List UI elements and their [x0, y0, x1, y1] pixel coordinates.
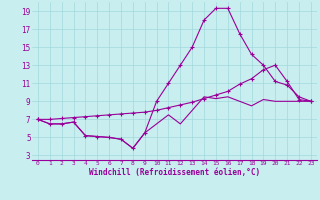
- X-axis label: Windchill (Refroidissement éolien,°C): Windchill (Refroidissement éolien,°C): [89, 168, 260, 177]
